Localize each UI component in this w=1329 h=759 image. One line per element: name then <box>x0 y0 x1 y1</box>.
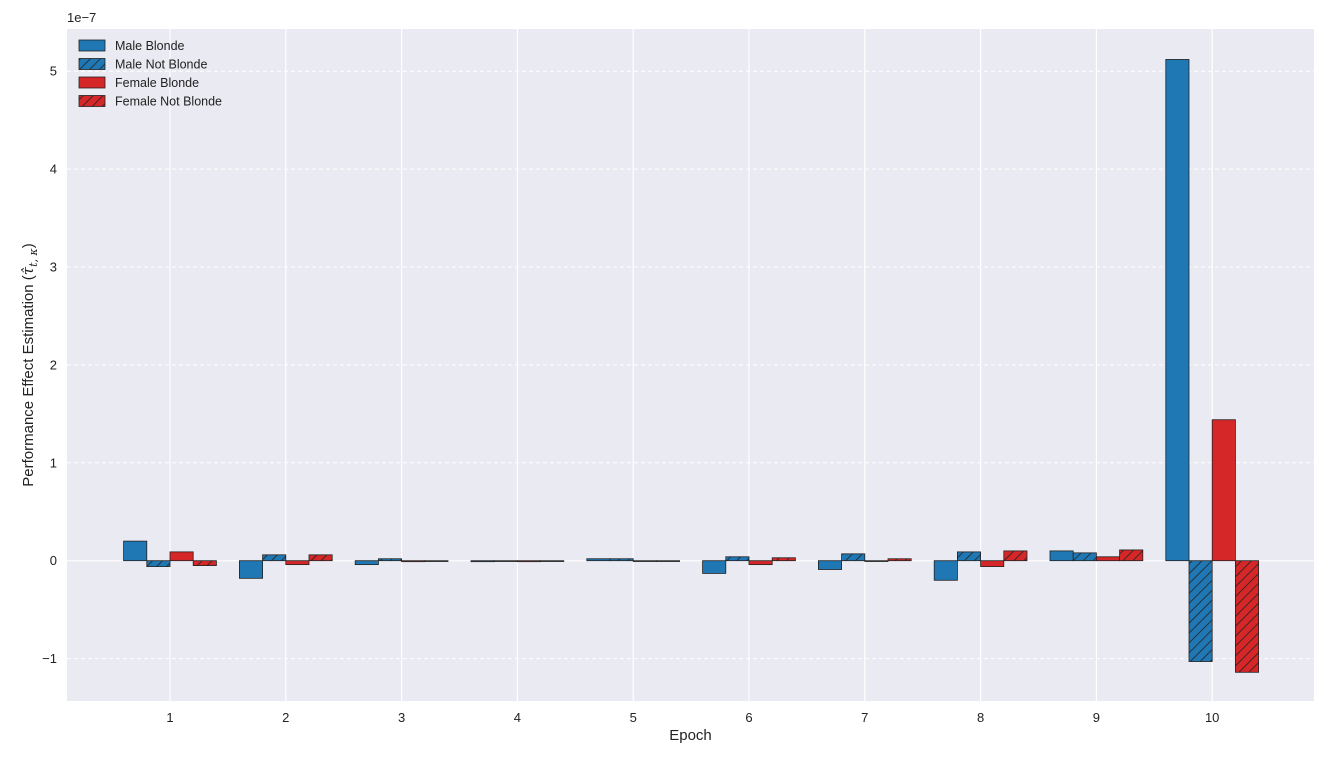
y-axis-title-symbol: τ̂ <box>19 266 37 275</box>
bar-male-blonde <box>933 560 958 581</box>
legend-swatch <box>78 58 106 70</box>
bar-male-not-blonde <box>262 554 287 562</box>
bar-male-not-blonde <box>1188 560 1213 662</box>
bar-male-blonde <box>470 560 495 563</box>
bar-male-blonde <box>702 560 727 574</box>
x-tick-label: 9 <box>1093 710 1100 725</box>
bar-male-blonde <box>1165 59 1190 562</box>
bar-male-blonde <box>123 540 148 562</box>
bar-male-blonde <box>354 560 379 566</box>
bar-female-not-blonde <box>887 558 912 562</box>
bar-male-blonde <box>586 558 611 562</box>
x-tick-label: 2 <box>282 710 289 725</box>
bar-female-not-blonde <box>192 560 217 566</box>
bar-female-blonde <box>285 560 310 566</box>
bar-female-blonde <box>980 560 1005 567</box>
bar-male-blonde <box>1049 550 1074 562</box>
bar-female-blonde <box>1096 556 1121 562</box>
x-tick-label: 5 <box>630 710 637 725</box>
bar-female-blonde <box>401 560 426 563</box>
x-tick-label: 4 <box>514 710 521 725</box>
bar-male-not-blonde <box>146 560 171 567</box>
y-multiplier-label: 1e−7 <box>67 10 96 25</box>
bar-female-blonde <box>748 560 773 566</box>
bar-female-not-blonde <box>771 557 796 562</box>
bar-female-not-blonde <box>1119 549 1144 562</box>
x-tick-label: 7 <box>861 710 868 725</box>
legend-label: Male Blonde <box>115 39 185 53</box>
x-axis-title: Epoch <box>669 727 712 744</box>
bar-female-blonde <box>169 551 194 562</box>
bar-female-not-blonde <box>1003 550 1028 562</box>
legend-label: Male Not Blonde <box>115 58 207 72</box>
x-tick-labels: 1 2 3 4 5 6 7 8 9 10 <box>166 710 1219 725</box>
bar-male-not-blonde <box>377 558 402 562</box>
y-tick-label: 1 <box>50 455 57 470</box>
legend-swatch <box>78 76 106 89</box>
bar-male-blonde <box>238 560 263 579</box>
legend-swatch <box>78 39 106 52</box>
y-tick-label: −1 <box>42 651 57 666</box>
bar-female-blonde <box>517 560 542 563</box>
bar-male-not-blonde <box>493 560 518 562</box>
y-axis-title-subscript: t, κ <box>27 248 40 267</box>
legend-label: Female Not Blonde <box>115 95 222 109</box>
legend-label: Female Blonde <box>115 76 199 90</box>
y-axis-title: Performance Effect Estimation (τ̂t, κ) <box>19 243 40 486</box>
bar-male-not-blonde <box>609 558 634 562</box>
y-tick-label: 5 <box>50 64 57 79</box>
x-tick-label: 6 <box>745 710 752 725</box>
y-axis-title-close: ) <box>20 243 37 248</box>
y-axis-title-text: Performance Effect Estimation ( <box>20 275 37 486</box>
y-tick-labels: −1 0 1 2 3 4 5 <box>42 64 57 666</box>
x-tick-label: 10 <box>1205 710 1219 725</box>
legend-swatch <box>78 95 106 107</box>
bar-female-not-blonde <box>1235 560 1260 673</box>
bar-male-not-blonde <box>841 553 866 562</box>
y-tick-label: 4 <box>50 162 57 177</box>
bar-female-not-blonde <box>540 560 565 562</box>
bar-female-blonde <box>1211 419 1236 562</box>
y-tick-label: 0 <box>50 553 57 568</box>
bar-female-not-blonde <box>308 554 333 562</box>
bar-male-blonde <box>818 560 843 570</box>
bar-male-not-blonde <box>725 556 750 562</box>
legend: Male Blonde Male Not Blonde Female Blonde F… <box>78 39 222 109</box>
x-tick-label: 8 <box>977 710 984 725</box>
bar-female-not-blonde <box>656 560 681 562</box>
y-tick-label: 2 <box>50 357 57 372</box>
bar-male-not-blonde <box>1072 552 1097 562</box>
x-tick-label: 1 <box>166 710 173 725</box>
bar-male-not-blonde <box>957 551 982 562</box>
bar-female-blonde <box>864 560 889 562</box>
y-tick-label: 3 <box>50 260 57 275</box>
bar-female-blonde <box>632 560 657 562</box>
bar-female-not-blonde <box>424 560 449 562</box>
bars-group <box>123 59 1260 673</box>
x-tick-label: 3 <box>398 710 405 725</box>
